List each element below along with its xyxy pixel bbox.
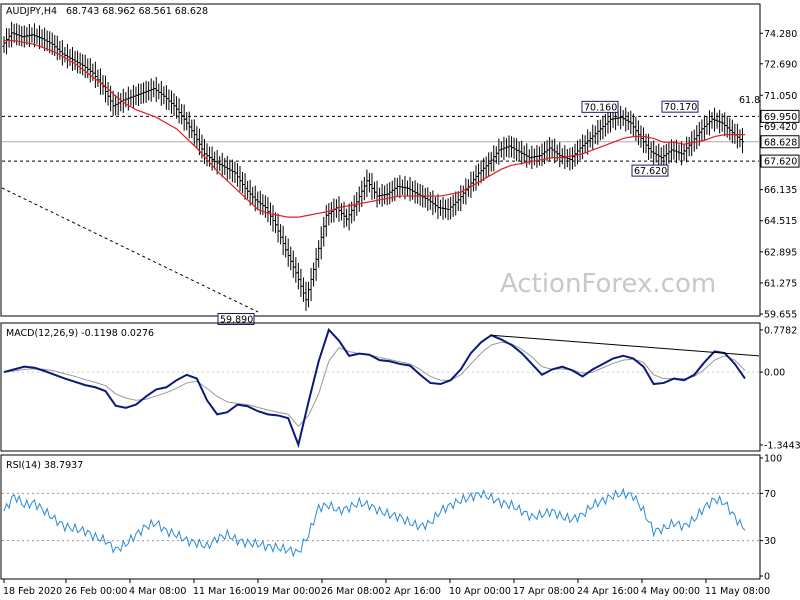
annotation-label-1: 70.160 [584, 102, 617, 113]
price-axis-label: 66.135 [764, 185, 797, 196]
rsi-axis-label: 30 [764, 536, 776, 547]
annotation-label-3: 70.170 [664, 102, 697, 113]
x-axis-label: 4 May 00:00 [641, 586, 700, 597]
price-axis-box-1 [760, 135, 800, 149]
x-axis-label: 11 May 08:00 [705, 586, 770, 597]
x-axis-label: 10 Apr 00:00 [449, 586, 511, 597]
macd-title: MACD(12,26,9) -0.1198 0.0276 [6, 328, 154, 339]
x-axis-label: 2 Apr 16:00 [385, 586, 441, 597]
macd-trendline [491, 334, 760, 357]
price-axis-label: 74.280 [764, 29, 797, 40]
x-axis-label: 17 Apr 08:00 [513, 586, 575, 597]
macd-axis-label: -1.3443 [764, 440, 800, 451]
annotation-label-0: 59.890 [220, 314, 253, 325]
price-axis-box-2 [760, 154, 800, 168]
annotation-label-2: 67.620 [634, 166, 667, 177]
header-symbol: AUDJPY,H4 [6, 6, 57, 17]
moving-average-line [4, 39, 745, 218]
rsi-axis-label: 100 [764, 454, 782, 465]
rsi-line [3, 487, 746, 558]
macd-signal-line [3, 341, 746, 428]
x-axis-label: 11 Mar 16:00 [193, 586, 256, 597]
rsi-axis-label: 0 [764, 572, 770, 583]
annotation-box-1 [581, 100, 619, 113]
price-axis-label: 61.275 [764, 278, 797, 289]
watermark-text: ActionForex.com [500, 269, 716, 299]
macd-axis-label: 0.00 [764, 368, 785, 379]
macd-line [3, 327, 746, 449]
rsi-pane [2, 487, 759, 558]
price-axis-box-0 [760, 109, 800, 123]
x-axis-label: 26 Feb 00:00 [65, 586, 127, 597]
price-axis-label: 72.690 [764, 59, 797, 70]
macd-pane [2, 327, 760, 449]
header-ohlc: 68.743 68.962 68.561 68.628 [66, 6, 208, 17]
price-axis-label: 62.895 [764, 247, 797, 258]
price-axis-label: 69.420 [764, 122, 797, 133]
rsi-title: RSI(14) 38.7937 [6, 460, 83, 471]
price-axis-label: 71.050 [764, 91, 797, 102]
rsi-pane-frame [0, 454, 761, 580]
price-axis-box-label-2: 67.620 [764, 157, 797, 168]
annotation-box-0 [217, 312, 255, 325]
x-axis-label: 24 Apr 16:00 [577, 586, 639, 597]
price-axis-box-label-0: 69.950 [764, 112, 797, 123]
fibo-label: 61.8 [739, 95, 760, 106]
axes: 74.280 72.690 71.050 69.420 66.135 64.515 62.8… [3, 29, 800, 597]
macd-pane-frame [0, 322, 761, 452]
x-axis-label: 18 Feb 2020 [3, 586, 62, 597]
price-pane: 59.890 70.160 67.620 70.170 61.8 [1, 21, 760, 325]
rsi-axis-label: 70 [764, 489, 776, 500]
annotation-box-2 [631, 164, 669, 177]
price-axis-box-label-1: 68.628 [764, 137, 797, 148]
x-axis-label: 19 Mar 00:00 [257, 586, 320, 597]
price-axis-label: 64.515 [764, 216, 797, 227]
x-axis-label: 26 Mar 08:00 [321, 586, 384, 597]
macd-axis-label: 0.7782 [764, 325, 797, 336]
annotation-box-3 [661, 100, 699, 113]
price-axis-label: 59.655 [764, 310, 797, 321]
price-pane-frame [0, 3, 761, 317]
x-axis-label: 4 Mar 08:00 [129, 586, 186, 597]
